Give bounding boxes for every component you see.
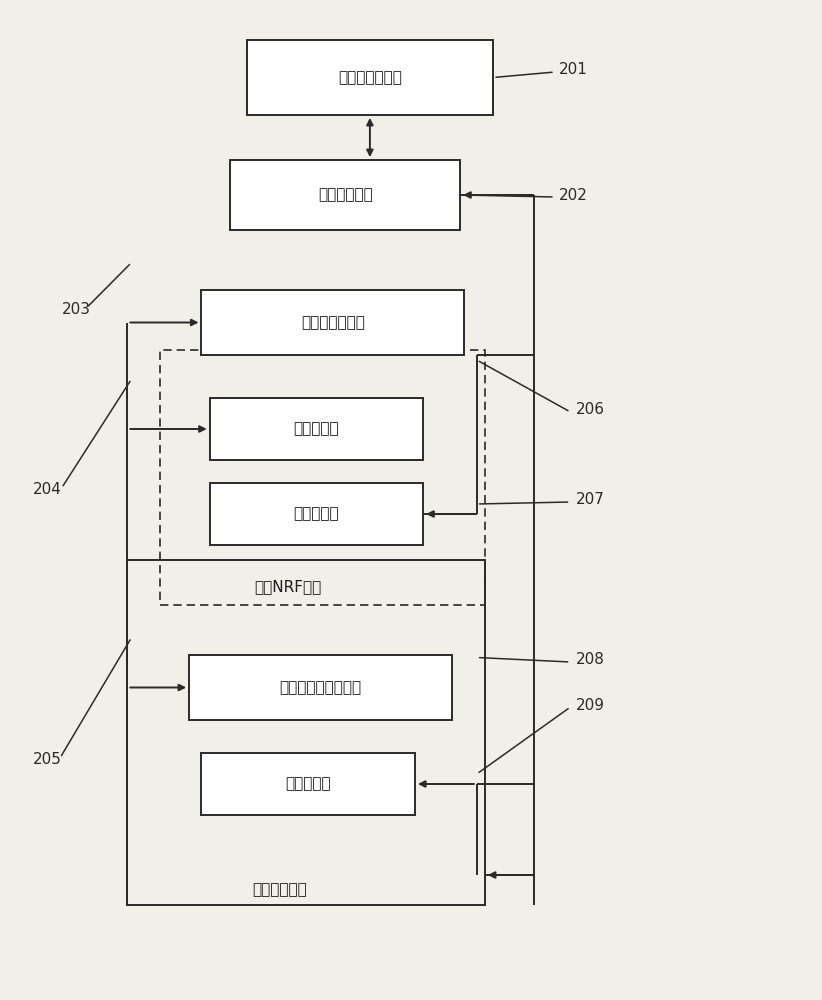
Bar [210, 398, 423, 460]
Text: 201: 201 [559, 62, 588, 78]
Bar [230, 160, 460, 230]
Text: 第一主控电路: 第一主控电路 [252, 882, 307, 898]
Text: 超声波发射电路: 超声波发射电路 [301, 315, 365, 330]
Text: 发射控制端: 发射控制端 [293, 421, 339, 436]
Text: 信号输出端: 信号输出端 [293, 506, 339, 522]
Text: 目标导航上位机: 目标导航上位机 [338, 70, 402, 85]
Text: 通信接口电路: 通信接口电路 [318, 188, 372, 202]
Text: 205: 205 [33, 752, 62, 768]
Bar [127, 560, 485, 905]
Text: 同步信号发射控制端: 同步信号发射控制端 [279, 680, 362, 695]
Bar [201, 290, 464, 355]
Bar [160, 350, 485, 605]
Text: 203: 203 [62, 302, 90, 318]
Text: 208: 208 [575, 652, 604, 668]
Text: 209: 209 [575, 698, 604, 712]
Bar [201, 753, 415, 815]
Text: 207: 207 [575, 492, 604, 508]
Text: 204: 204 [33, 483, 62, 497]
Bar [210, 483, 423, 545]
Text: 信号接收端: 信号接收端 [285, 776, 331, 792]
Text: 202: 202 [559, 188, 588, 202]
Text: 206: 206 [575, 402, 604, 418]
Text: 第一NRF电路: 第一NRF电路 [254, 580, 321, 594]
Bar [247, 40, 493, 115]
Bar [189, 655, 452, 720]
